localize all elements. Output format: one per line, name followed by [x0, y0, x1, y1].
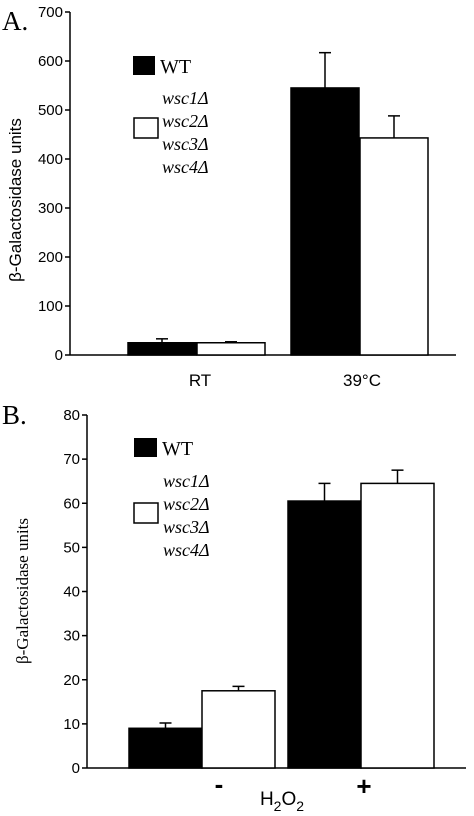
- chart-marks: 0 100 200 300 400 500 600 700 0 10 20 30 40 50 60 70 80: [38, 4, 466, 777]
- panel-b-legend-wt-label: WT: [162, 438, 193, 460]
- panel-1-y-tick-label-4: 40: [63, 584, 80, 601]
- panel-0-bar-s1-c0: [196, 342, 266, 356]
- panel-0-y-tick-label-5: 500: [38, 102, 63, 119]
- panel-1-y-tick-label-8: 80: [63, 407, 80, 424]
- panel-a-legend-mutant-line-2: wsc2Δ: [162, 111, 209, 131]
- panel-1-bar-s0-c0: [128, 727, 203, 769]
- panel-1-y-tick-label-6: 60: [63, 495, 80, 512]
- panel-0-y-tick-label-4: 400: [38, 151, 63, 168]
- panel-0-bar-s0-c0: [127, 342, 197, 356]
- panel-0-y-tick-label-7: 700: [38, 4, 63, 21]
- panel-a-legend-wt-label: WT: [160, 56, 191, 78]
- panel-0-y-tick-label-3: 300: [38, 200, 63, 217]
- panel-b-category-label-plus: +: [356, 771, 371, 801]
- panel-0-bar-s1-c1: [359, 137, 429, 356]
- panel-b-legend-mutant-line-1: wsc1Δ: [163, 471, 210, 491]
- panel-1-y-tick-label-3: 30: [63, 628, 80, 645]
- panel-1-bar-s0-c1: [287, 500, 362, 769]
- panel-0-y-tick-label-1: 100: [38, 298, 63, 315]
- panel-a-legend-mutant-line-4: wsc4Δ: [162, 157, 209, 177]
- panel-0-y-tick-label-6: 600: [38, 53, 63, 70]
- panel-b-label: B.: [2, 400, 27, 430]
- panel-b-category-label-minus: -: [215, 769, 224, 799]
- panel-a-legend-wt-swatch: [133, 56, 155, 75]
- panel-1-y-tick-label-5: 50: [63, 539, 80, 556]
- panel-0-y-tick-label-2: 200: [38, 249, 63, 266]
- panel-1-y-tick-label-7: 70: [63, 451, 80, 468]
- panel-b-y-axis-label: β-Galactosidase units: [13, 518, 32, 664]
- panel-b-legend-mutant-line-3: wsc3Δ: [163, 517, 210, 537]
- panel-a-y-axis-label: β-Galactosidase units: [6, 118, 25, 282]
- panel-a-legend-mutant-line-1: wsc1Δ: [162, 88, 209, 108]
- panel-a-label: A.: [2, 6, 28, 36]
- panel-b-legend-wt-swatch: [134, 438, 157, 457]
- panel-1-bar-s1-c0: [201, 690, 276, 769]
- panel-b-x-axis-label: H2O2: [260, 789, 304, 814]
- panel-0-bar-s0-c1: [290, 87, 360, 356]
- panel-a-legend-mutant-swatch: [133, 117, 159, 139]
- panel-1-y-tick-label-1: 10: [63, 716, 80, 733]
- panel-a-category-label-rt: RT: [189, 371, 211, 390]
- panel-a-category-label-39c: 39°C: [343, 371, 381, 390]
- panel-b-legend-mutant-swatch: [133, 502, 159, 524]
- panel-b-legend-mutant-line-4: wsc4Δ: [163, 540, 210, 560]
- panel-1-y-tick-label-0: 0: [72, 760, 80, 777]
- panel-b-legend-mutant-line-2: wsc2Δ: [163, 494, 210, 514]
- panel-a-legend-mutant-line-3: wsc3Δ: [162, 134, 209, 154]
- panel-1-bar-s1-c1: [360, 482, 435, 769]
- panel-0-y-tick-label-0: 0: [55, 347, 63, 364]
- panel-1-y-tick-label-2: 20: [63, 672, 80, 689]
